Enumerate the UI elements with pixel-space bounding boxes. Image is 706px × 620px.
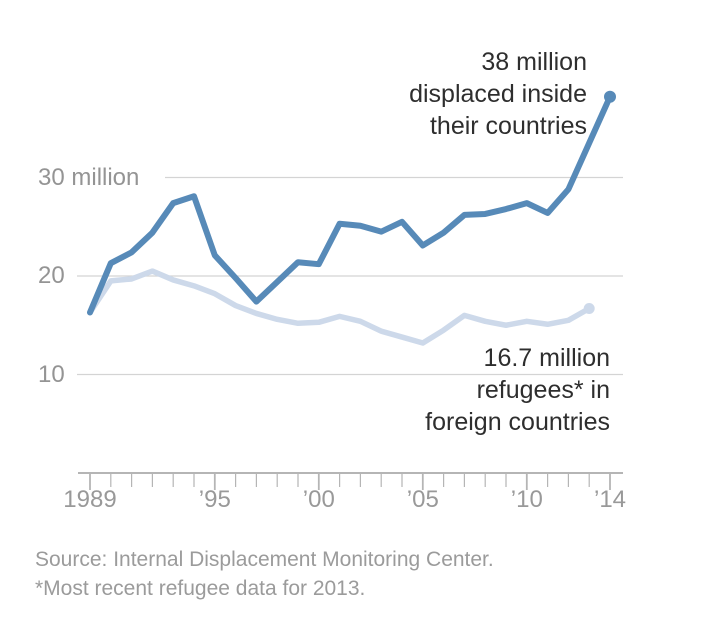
x-tick-label-2010: ’10 [510, 486, 543, 513]
y-tick-label-30: 30 million [38, 163, 140, 191]
annotation-refugees-line3: foreign countries [425, 408, 610, 436]
end-dot-refugees [583, 303, 595, 315]
x-tick-label-2014: ’14 [593, 486, 627, 513]
annotation-refugees-line1: 16.7 million [483, 344, 610, 372]
annotation-displaced-line2: displaced inside [409, 80, 587, 108]
annotation-refugees: 16.7 million refugees* in foreign countr… [425, 342, 610, 438]
x-tick-label-2005: ’05 [406, 486, 439, 513]
x-tick-label-2000: ’00 [302, 486, 335, 513]
annotation-displaced-line1: 38 million [481, 48, 587, 76]
note-line: *Most recent refugee data for 2013. [35, 577, 366, 600]
x-tick-label-1989: 1989 [63, 486, 117, 513]
x-tick-label-1995: ’95 [198, 486, 231, 513]
annotation-refugees-line2: refugees* in [476, 376, 610, 404]
end-dot-displaced [604, 90, 616, 103]
annotation-displaced: 38 million displaced inside their countr… [409, 46, 587, 142]
series-line-refugees [87, 268, 592, 346]
y-tick-label-10: 10 [38, 360, 65, 388]
source-line: Source: Internal Displacement Monitoring… [35, 548, 494, 571]
footnotes: Source: Internal Displacement Monitoring… [35, 545, 494, 603]
series-line-displaced [87, 93, 613, 316]
y-tick-label-20: 20 [38, 262, 65, 289]
annotation-displaced-line3: their countries [429, 112, 587, 140]
